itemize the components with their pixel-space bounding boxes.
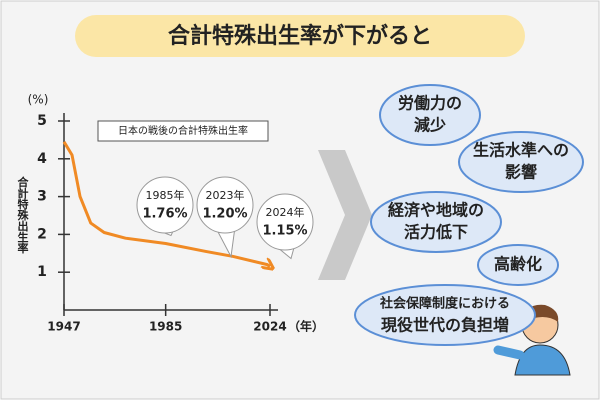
effect-bubble bbox=[379, 84, 481, 146]
x-tick-label: 2024 bbox=[253, 320, 286, 334]
y-tick-label: 5 bbox=[37, 113, 47, 129]
effect-text: 高齢化 bbox=[494, 255, 542, 274]
x-tick-label: 1947 bbox=[47, 320, 80, 334]
callout-value: 1.76% bbox=[142, 207, 187, 222]
y-axis-label: 合計特殊出生率 bbox=[16, 175, 29, 254]
person-arm bbox=[493, 345, 525, 360]
callout-bubble bbox=[216, 226, 236, 259]
y-tick-label: 4 bbox=[37, 151, 47, 167]
y-unit: (%) bbox=[28, 93, 49, 107]
callout-circle bbox=[256, 193, 314, 251]
effect-bubble bbox=[370, 191, 502, 253]
effect-text: 社会保障制度における bbox=[379, 296, 510, 312]
callout-value: 1.15% bbox=[262, 224, 307, 239]
title: 合計特殊出生率が下がると bbox=[168, 23, 432, 49]
effect-text: 影響 bbox=[505, 163, 537, 182]
effect-bubble bbox=[458, 131, 584, 193]
effect-text: 生活水準への bbox=[473, 141, 569, 160]
callout-year: 2024年 bbox=[266, 205, 305, 219]
title-pill bbox=[75, 15, 525, 57]
callout-year: 1985年 bbox=[146, 188, 185, 202]
y-tick-label: 3 bbox=[37, 189, 47, 205]
effect-text: 減少 bbox=[414, 116, 446, 135]
callout-circle bbox=[136, 176, 194, 234]
y-tick-label: 1 bbox=[37, 264, 47, 280]
effect-bubble bbox=[477, 244, 559, 286]
callout-year: 2023年 bbox=[206, 188, 245, 202]
line bbox=[62, 141, 270, 267]
legend-box bbox=[97, 120, 269, 142]
callout-circle bbox=[196, 176, 254, 234]
effect-text: 労働力の bbox=[398, 94, 462, 113]
effect-text: 活力低下 bbox=[404, 223, 468, 242]
big-arrow bbox=[318, 150, 372, 280]
callout-value: 1.20% bbox=[202, 207, 247, 222]
legend-text: 日本の戦後の合計特殊出生率 bbox=[118, 124, 248, 137]
x-unit: （年） bbox=[288, 319, 324, 334]
effect-bubble bbox=[354, 284, 536, 346]
y-tick-label: 2 bbox=[37, 226, 47, 242]
effect-text: 現役世代の負担増 bbox=[381, 316, 509, 335]
x-tick-label: 1985 bbox=[149, 320, 182, 334]
effect-text: 経済や地域の bbox=[388, 201, 484, 220]
